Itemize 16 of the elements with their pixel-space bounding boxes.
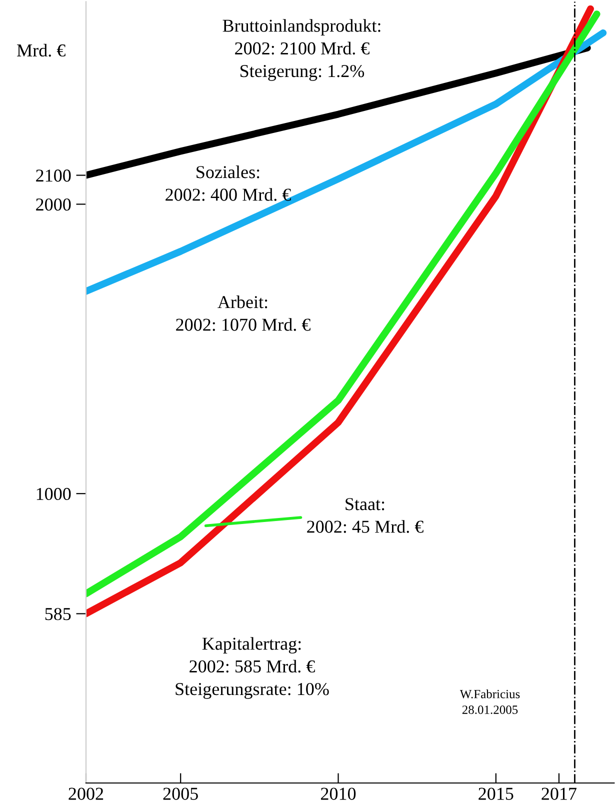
x-tick-label: 2015 [478, 788, 514, 800]
x-tick-label: 2002 [68, 788, 104, 800]
y-axis-title: Mrd. € [17, 44, 66, 57]
x-tick-label: 2005 [163, 788, 198, 800]
y-tick-label: 1000 [36, 488, 71, 500]
y-tick-label: 2100 [36, 170, 71, 182]
annotation: Arbeit: 2002: 1070 Mrd. € [176, 295, 310, 331]
annotation: Bruttoinlandsprodukt: 2002: 2100 Mrd. € Steigerung: 1.2% [222, 19, 380, 81]
annotation: Soziales: 2002: 400 Mrd. € [166, 165, 291, 201]
annotation: W.Fabricius 28.01.2005 [460, 689, 520, 714]
annotation: Staat: 2002: 45 Mrd. € [307, 498, 424, 533]
x-tick-label: 2017 [542, 788, 577, 800]
annotation: Kapitalertrag: 2002: 585 Mrd. € Steigerungsrate: 10% [176, 637, 329, 699]
y-tick-label: 2000 [36, 198, 71, 211]
x-tick-label: 2010 [320, 788, 356, 800]
y-tick-label: 585 [45, 608, 71, 620]
